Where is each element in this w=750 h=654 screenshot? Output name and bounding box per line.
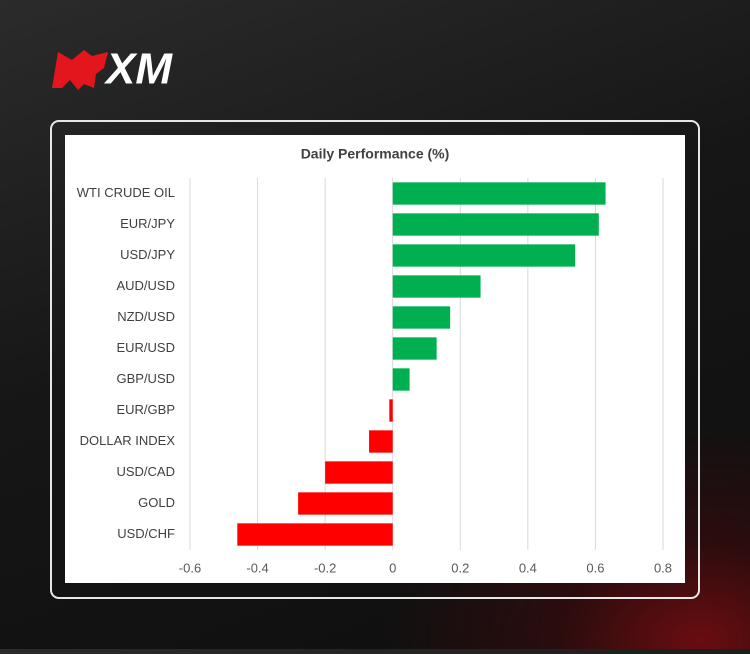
y-tick-label: EUR/GBP — [116, 402, 175, 417]
y-tick-label: USD/CHF — [117, 526, 175, 541]
bar — [298, 492, 393, 515]
bar — [392, 182, 606, 205]
x-tick-label: 0.2 — [451, 560, 469, 575]
bar — [392, 213, 599, 236]
y-tick-label: WTI CRUDE OIL — [77, 185, 175, 200]
bar — [389, 399, 393, 422]
bar — [392, 244, 576, 267]
x-tick-label: 0 — [389, 560, 396, 575]
bar — [392, 306, 451, 329]
x-tick-label: -0.6 — [179, 560, 201, 575]
y-tick-label: USD/JPY — [120, 247, 175, 262]
x-tick-label: 0.4 — [519, 560, 537, 575]
y-tick-label: GOLD — [138, 495, 175, 510]
bar — [392, 337, 437, 360]
y-tick-label: DOLLAR INDEX — [80, 433, 176, 448]
bar — [325, 461, 393, 484]
y-tick-label: AUD/USD — [116, 278, 175, 293]
x-tick-label: -0.4 — [246, 560, 268, 575]
logo: XM — [52, 45, 173, 94]
logo-text: XM — [103, 45, 173, 94]
bar — [369, 430, 393, 453]
y-tick-label: NZD/USD — [117, 309, 175, 324]
x-tick-label: 0.8 — [654, 560, 672, 575]
x-tick-label: -0.2 — [314, 560, 336, 575]
y-tick-label: GBP/USD — [116, 371, 175, 386]
y-tick-label: EUR/USD — [116, 340, 175, 355]
y-tick-label: USD/CAD — [116, 464, 175, 479]
chart-title: Daily Performance (%) — [301, 146, 450, 162]
logo-icon — [52, 50, 108, 90]
card-border — [50, 120, 700, 599]
bar — [392, 368, 410, 391]
y-tick-label: EUR/JPY — [120, 216, 175, 231]
x-tick-label: 0.6 — [586, 560, 604, 575]
bar — [392, 275, 481, 298]
bar — [237, 523, 393, 546]
